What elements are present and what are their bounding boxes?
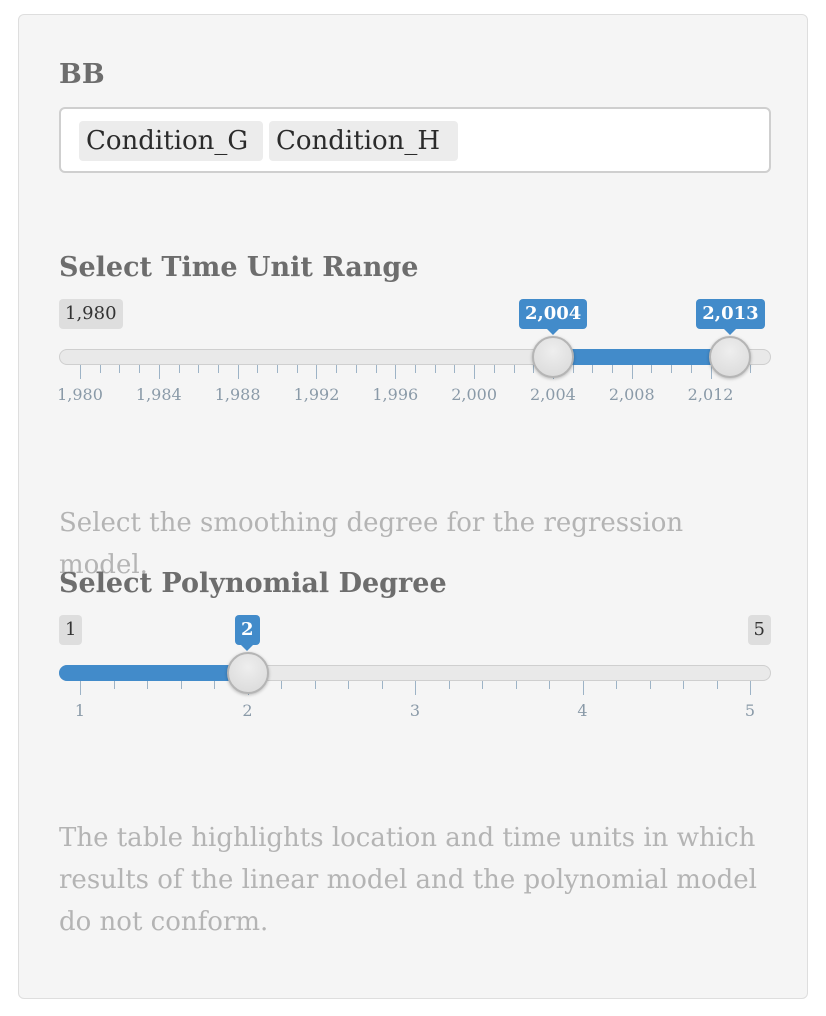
poly-degree-major-tick: [582, 681, 584, 695]
selected-tag-condition-h[interactable]: Condition_H: [269, 121, 458, 161]
poly-degree-minor-tick: [381, 681, 383, 689]
time-range-major-tick: [237, 365, 239, 379]
poly-degree-tick-label: 1: [74, 701, 86, 720]
poly-degree-slider[interactable]: 1 5 2 1 2 3 4 5: [59, 615, 771, 745]
poly-degree-minor-tick: [113, 681, 115, 689]
poly-degree-selected-bar: [59, 665, 248, 681]
time-range-from-handle[interactable]: [531, 336, 574, 378]
poly-degree-minor-tick: [515, 681, 517, 689]
sidebar-panel: BB Condition_G Condition_H Select Time U…: [18, 14, 808, 999]
time-range-minor-tick: [217, 365, 219, 373]
time-range-tick-label: 2,004: [530, 385, 576, 404]
time-range-major-tick: [395, 365, 397, 379]
time-range-major-tick: [158, 365, 160, 379]
poly-degree-minor-tick: [281, 681, 282, 689]
poly-degree-minor-tick: [649, 681, 651, 689]
poly-degree-value-label: 2: [235, 615, 260, 651]
time-range-slider[interactable]: 1,980 2,004 2,013 1,980 1,984 1,988 1,992 1,…: [57, 299, 771, 429]
time-range-minor-tick: [277, 365, 279, 373]
time-range-tick-label: 1,996: [372, 385, 419, 404]
time-range-tick-label: 1,980: [57, 385, 103, 404]
poly-degree-major-tick: [750, 681, 751, 695]
time-range-minor-tick: [257, 365, 259, 373]
time-range-minor-tick: [198, 365, 200, 373]
time-range-major-tick: [631, 365, 633, 379]
time-range-minor-tick: [355, 365, 357, 373]
time-range-label: Select Time Unit Range: [59, 252, 419, 283]
time-range-minor-tick: [375, 365, 377, 373]
time-range-selected-bar: [552, 349, 731, 365]
time-range-to-label: 2,013: [696, 299, 765, 335]
time-range-minor-tick: [434, 365, 436, 373]
bb-select-input[interactable]: Condition_G Condition_H: [59, 107, 771, 173]
bb-label: BB: [59, 59, 105, 90]
time-range-minor-tick: [296, 365, 298, 373]
poly-degree-handle[interactable]: [226, 652, 269, 694]
time-range-from-label: 2,004: [518, 299, 588, 335]
time-range-major-tick: [474, 365, 476, 379]
poly-degree-minor-tick: [314, 681, 316, 689]
poly-degree-label: Select Polynomial Degree: [59, 568, 447, 599]
poly-degree-tick-label: 2: [242, 701, 253, 720]
time-range-to-handle[interactable]: [709, 336, 752, 378]
time-range-tick-label: 2,000: [451, 385, 498, 404]
time-range-min-label: 1,980: [59, 299, 123, 329]
poly-degree-minor-tick: [716, 681, 718, 689]
time-range-tick-label: 1,984: [135, 385, 182, 404]
time-range-major-tick: [80, 365, 81, 379]
time-range-minor-tick: [533, 365, 535, 373]
time-range-tick-label: 2,012: [687, 385, 734, 404]
time-range-minor-tick: [690, 365, 692, 373]
time-range-minor-tick: [99, 365, 101, 373]
table-help-text: The table highlights location and time u…: [59, 823, 757, 937]
time-range-minor-tick: [139, 365, 141, 373]
poly-degree-minor-tick: [482, 681, 483, 689]
time-range-minor-tick: [454, 365, 456, 373]
time-range-tick-label: 2,008: [608, 385, 655, 404]
time-range-major-tick: [316, 365, 318, 379]
time-range-minor-tick: [415, 365, 416, 373]
poly-degree-minor-tick: [616, 681, 617, 689]
poly-degree-max-label: 5: [747, 615, 771, 645]
poly-degree-minor-tick: [214, 681, 215, 689]
time-range-major-tick: [710, 365, 712, 379]
smoothing-help-text: Select the smoothing degree for the regr…: [59, 508, 684, 580]
poly-degree-minor-tick: [448, 681, 450, 689]
time-range-minor-tick: [178, 365, 180, 373]
poly-degree-min-label: 1: [59, 615, 83, 645]
time-range-tick-label: 1,988: [214, 385, 261, 404]
poly-degree-minor-tick: [147, 681, 148, 689]
poly-degree-major-tick: [415, 681, 416, 695]
time-range-minor-tick: [493, 365, 495, 373]
poly-degree-minor-tick: [348, 681, 349, 689]
poly-degree-major-tick: [80, 681, 81, 695]
time-range-tick-label: 1,992: [293, 385, 340, 404]
time-range-minor-tick: [513, 365, 515, 373]
time-range-minor-tick: [671, 365, 673, 373]
time-range-minor-tick: [612, 365, 614, 373]
poly-degree-minor-tick: [180, 681, 182, 689]
time-range-minor-tick: [651, 365, 653, 373]
poly-degree-minor-tick: [549, 681, 550, 689]
time-range-minor-tick: [336, 365, 338, 373]
selected-tag-condition-g[interactable]: Condition_G: [79, 121, 263, 161]
time-range-minor-tick: [572, 365, 574, 373]
poly-degree-tick-label: 3: [409, 701, 421, 720]
poly-degree-tick-label: 4: [577, 701, 588, 720]
time-range-minor-tick: [592, 365, 594, 373]
poly-degree-tick-label: 5: [744, 701, 756, 720]
time-range-minor-tick: [750, 365, 751, 373]
time-range-minor-tick: [119, 365, 121, 373]
poly-degree-minor-tick: [683, 681, 684, 689]
